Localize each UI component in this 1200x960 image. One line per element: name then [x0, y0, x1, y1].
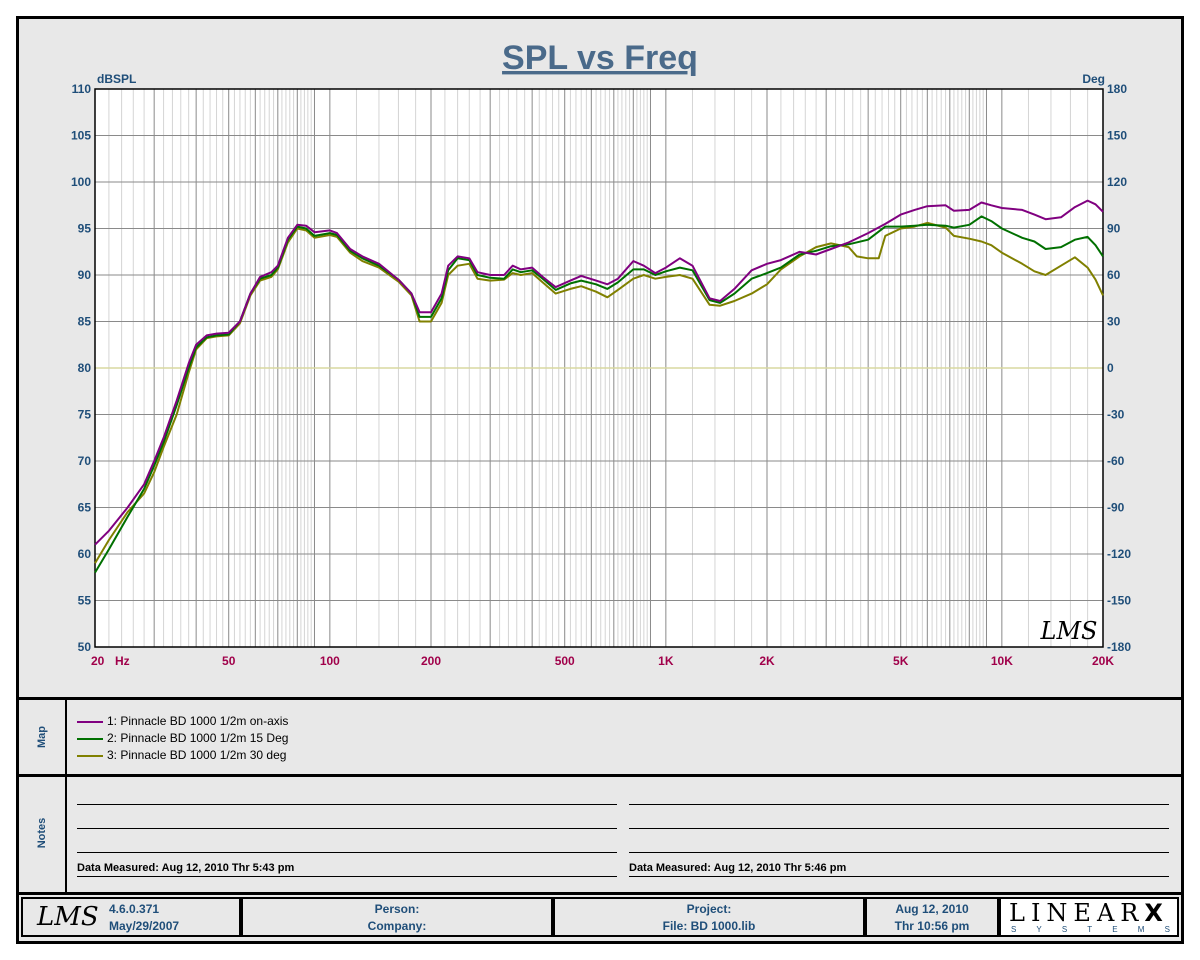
legend-item-1: 1: Pinnacle BD 1000 1/2m on-axis — [77, 714, 288, 728]
footer-project-cell: Project: File: BD 1000.lib — [553, 897, 865, 937]
data-measured-right: Data Measured: Aug 12, 2010 Thr 5:46 pm — [629, 862, 847, 874]
series-line-1 — [94, 199, 1104, 546]
y2-tick-label: 90 — [1107, 222, 1121, 236]
x-ticks: 20 50 100 200 500 1K 2K 5K 10K 20K — [91, 654, 1114, 668]
legend-item-2: 2: Pinnacle BD 1000 1/2m 15 Deg — [77, 731, 288, 745]
map-panel: Map 1: Pinnacle BD 1000 1/2m on-axis 2: … — [19, 697, 1181, 777]
lms-watermark: LMS — [1040, 617, 1098, 645]
note-line — [77, 852, 617, 853]
y-tick-label: 75 — [78, 408, 92, 422]
y-ticks-right: 180 150 120 90 60 30 0 -30 -60 -90 -120 -150 -180 — [1107, 82, 1131, 654]
note-line — [629, 804, 1169, 805]
print-time: Thr 10:56 pm — [894, 919, 970, 933]
y2-tick-label: -90 — [1107, 501, 1125, 515]
y-tick-label: 85 — [78, 315, 92, 329]
footer-date-cell: Aug 12, 2010 Thr 10:56 pm — [865, 897, 999, 937]
y2-tick-label: -30 — [1107, 408, 1125, 422]
y-tick-label: 100 — [71, 175, 91, 189]
legend-text-1: 1: Pinnacle BD 1000 1/2m on-axis — [107, 714, 289, 728]
file-label: File: BD 1000.lib — [662, 919, 756, 933]
x-tick-label: 500 — [555, 654, 575, 668]
notes-side-label: Notes — [19, 774, 67, 892]
grid — [94, 88, 1104, 648]
company-label: Company: — [367, 919, 427, 933]
version-date: May/29/2007 — [109, 919, 180, 933]
note-line — [77, 804, 617, 805]
chart-area: SPL vs Freq dBSPL Deg 110 105 100 95 90 85 80 7… — [19, 19, 1181, 695]
y-tick-label: 95 — [78, 222, 92, 236]
y-ticks-left: 110 105 100 95 90 85 80 75 70 65 60 55 50 — [71, 82, 91, 654]
notes-panel: Notes Data Measured: Aug 12, 2010 Thr 5:… — [19, 774, 1181, 895]
y-axis-label-right: Deg — [1082, 72, 1105, 86]
project-label: Project: — [686, 902, 732, 916]
y-tick-label: 55 — [78, 594, 92, 608]
version-number: 4.6.0.371 — [109, 902, 160, 916]
y2-tick-label: 0 — [1107, 361, 1114, 375]
footer: LMS 4.6.0.371 May/29/2007 Person: Compan… — [19, 895, 1181, 941]
y-axis-label-left: dBSPL — [97, 72, 136, 86]
plot-border — [94, 88, 1104, 648]
legend-text-3: 3: Pinnacle BD 1000 1/2m 30 deg — [107, 748, 287, 762]
series-line-3 — [94, 221, 1104, 564]
y2-tick-label: -120 — [1107, 547, 1131, 561]
legend-swatch-1 — [77, 720, 103, 723]
y2-tick-label: -180 — [1107, 640, 1131, 654]
x-tick-label: 20 — [91, 654, 105, 668]
note-line — [629, 852, 1169, 853]
footer-person-cell: Person: Company: — [241, 897, 553, 937]
report-frame: SPL vs Freq dBSPL Deg 110 105 100 95 90 85 80 7… — [16, 16, 1184, 944]
map-side-label: Map — [19, 700, 67, 774]
y2-tick-label: -60 — [1107, 454, 1125, 468]
legend-swatch-2 — [77, 737, 103, 740]
x-tick-label: 2K — [759, 654, 775, 668]
map-label: Map — [36, 726, 48, 748]
x-tick-label: 1K — [658, 654, 674, 668]
footer-version-cell: LMS 4.6.0.371 May/29/2007 — [21, 897, 241, 937]
y-tick-label: 80 — [78, 361, 92, 375]
y2-tick-label: 180 — [1107, 82, 1127, 96]
data-measured-left: Data Measured: Aug 12, 2010 Thr 5:43 pm — [77, 862, 295, 874]
notes-label: Notes — [36, 817, 48, 849]
y-tick-label: 65 — [78, 501, 92, 515]
legend-text-2: 2: Pinnacle BD 1000 1/2m 15 Deg — [107, 731, 289, 745]
y-tick-label: 70 — [78, 454, 92, 468]
x-axis-unit: Hz — [115, 654, 130, 668]
chart-title: SPL vs Freq — [502, 39, 698, 77]
x-tick-label: 10K — [991, 654, 1013, 668]
legend-swatch-3 — [77, 754, 103, 757]
note-line — [629, 876, 1169, 877]
linearx-logo: LINEARX — [1009, 899, 1169, 927]
x-tick-label: 100 — [320, 654, 340, 668]
y-tick-label: 60 — [78, 547, 92, 561]
note-line — [77, 876, 617, 877]
x-tick-label: 20K — [1092, 654, 1114, 668]
legend-item-3: 3: Pinnacle BD 1000 1/2m 30 deg — [77, 748, 286, 762]
series-group — [94, 199, 1104, 574]
footer-lms-logo: LMS — [37, 902, 99, 932]
footer-brand-cell: LINEARX S Y S T E M S — [999, 897, 1179, 937]
linearx-systems: S Y S T E M S — [1011, 925, 1179, 934]
spl-chart: SPL vs Freq dBSPL Deg 110 105 100 95 90 85 80 7… — [71, 39, 1131, 668]
y-tick-label: 110 — [72, 82, 92, 96]
y2-tick-label: 60 — [1107, 268, 1121, 282]
linearx-logo-text: LINEAR — [1009, 899, 1145, 927]
print-date: Aug 12, 2010 — [895, 902, 969, 916]
y2-tick-label: 30 — [1107, 315, 1121, 329]
y2-tick-label: 150 — [1107, 129, 1127, 143]
y2-tick-label: 120 — [1107, 175, 1127, 189]
y-tick-label: 50 — [78, 640, 92, 654]
y-tick-label: 90 — [78, 268, 92, 282]
x-tick-label: 200 — [421, 654, 441, 668]
x-tick-label: 50 — [222, 654, 236, 668]
x-tick-label: 5K — [893, 654, 909, 668]
y2-tick-label: -150 — [1107, 594, 1131, 608]
linearx-logo-x: X — [1144, 899, 1169, 927]
note-line — [629, 828, 1169, 829]
note-line — [77, 828, 617, 829]
y-tick-label: 105 — [71, 129, 91, 143]
person-label: Person: — [374, 902, 420, 916]
